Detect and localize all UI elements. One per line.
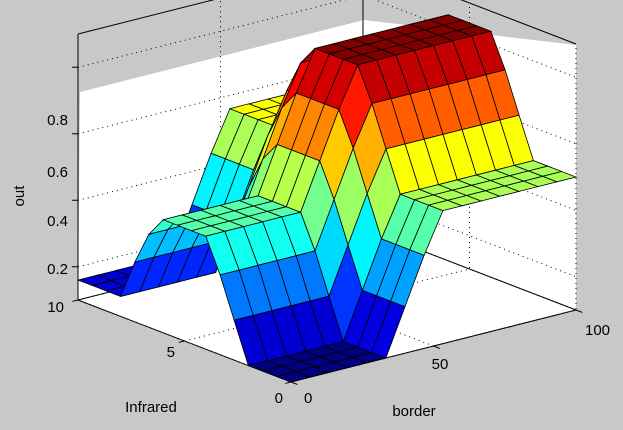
y-tick-label: 0 [275, 390, 283, 407]
x-tick-label: 50 [432, 356, 449, 373]
x-tick-label: 0 [304, 390, 312, 407]
tick-marks [72, 66, 583, 385]
x-tick-mark [433, 345, 441, 349]
y-tick-labels: 0 5 10 [47, 299, 283, 407]
grid-line-x [220, 0, 434, 347]
surface-mesh [76, 14, 578, 383]
y-tick-mark [285, 381, 292, 384]
y-tick-label: 10 [47, 299, 64, 316]
z-tick-label: 0.2 [47, 261, 68, 278]
z-tick-labels: 0.2 0.4 0.6 0.8 [47, 112, 68, 278]
tick-labels: 0 50 100 0 5 10 0.2 0.4 0.6 0.8 [47, 112, 610, 407]
axes-box-edge [77, 0, 215, 35]
z-axis-label: out [11, 185, 28, 207]
x-tick-mark [575, 309, 583, 313]
z-tick-label: 0.8 [47, 112, 68, 129]
z-tick-label: 0.4 [47, 213, 68, 230]
y-axis-label: Infrared [125, 399, 177, 416]
y-tick-mark [72, 299, 79, 302]
x-tick-mark [290, 381, 298, 385]
axes-box-edge [460, 0, 577, 45]
x-axis-label: border [392, 403, 435, 420]
x-tick-labels: 0 50 100 [304, 322, 610, 407]
x-tick-label: 100 [585, 322, 610, 339]
y-tick-mark [178, 340, 185, 343]
grid-line-x [77, 34, 292, 383]
surface-cell [541, 171, 578, 183]
z-tick-label: 0.6 [47, 164, 68, 181]
y-tick-label: 5 [167, 344, 175, 361]
